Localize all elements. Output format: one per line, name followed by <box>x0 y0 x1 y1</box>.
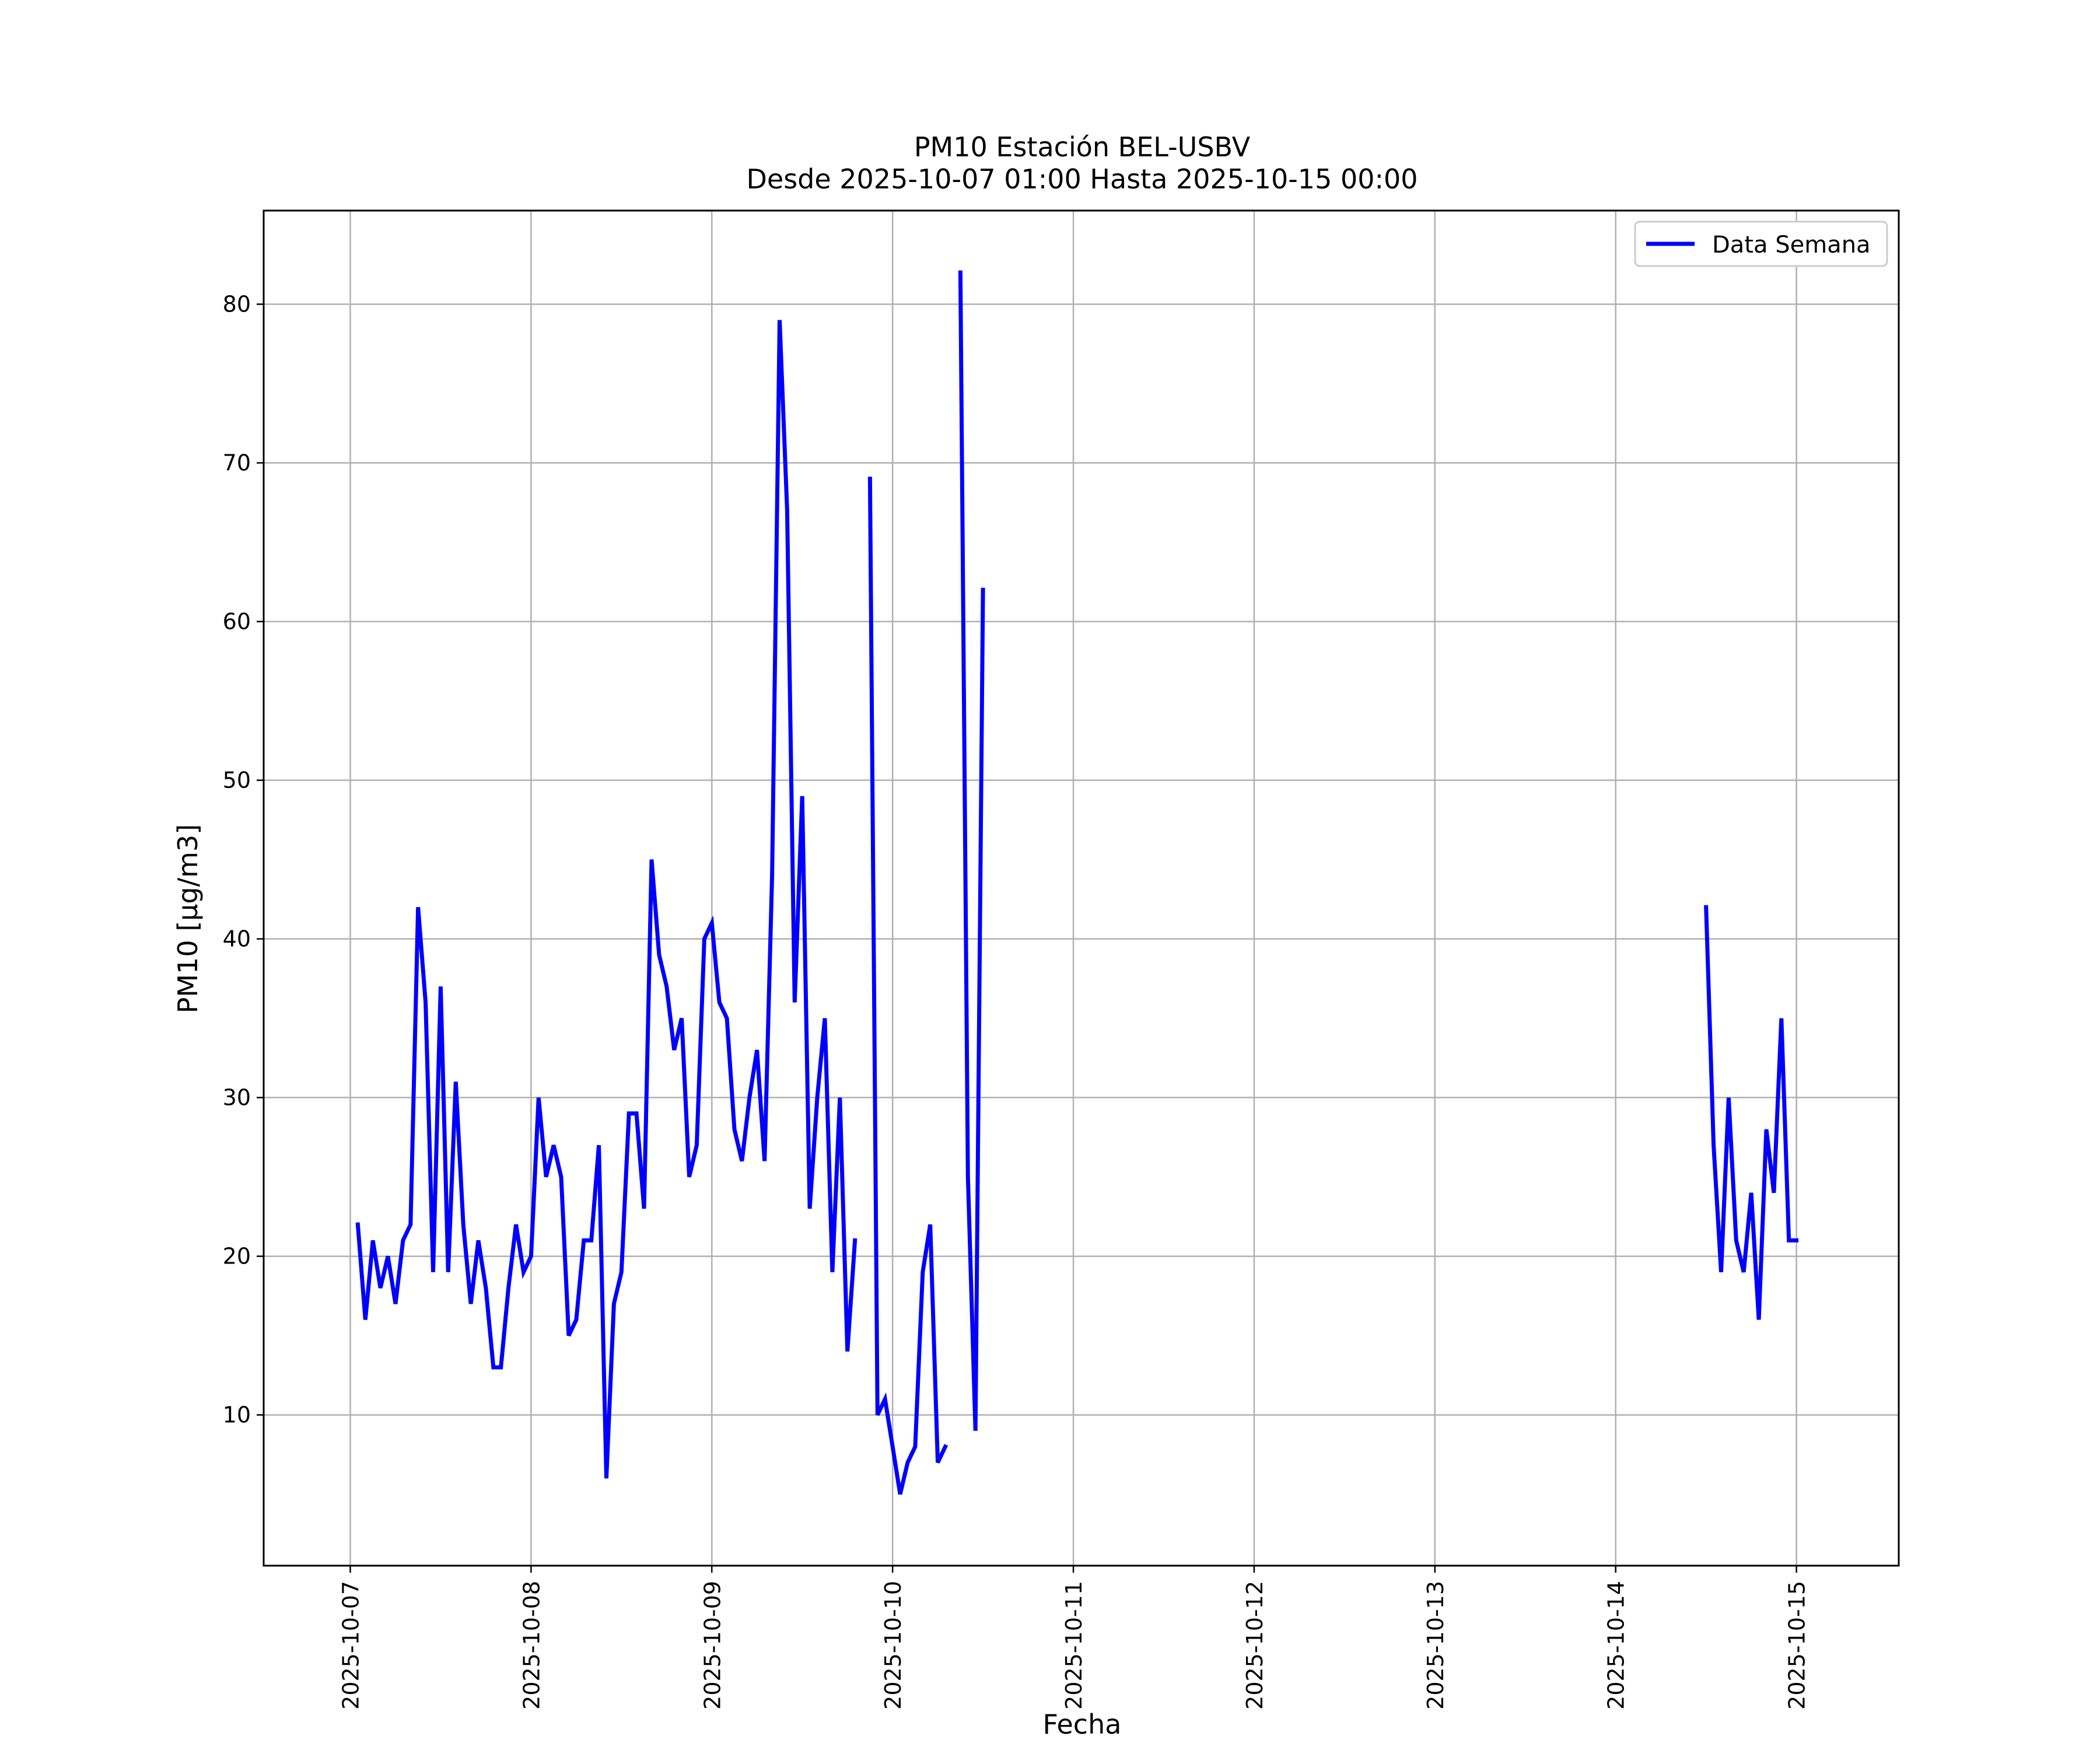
y-tick-label: 20 <box>223 1244 251 1269</box>
x-tick-label: 2025-10-12 <box>1242 1581 1268 1710</box>
x-tick-label: 2025-10-15 <box>1784 1581 1810 1710</box>
x-tick-label: 2025-10-07 <box>338 1581 363 1710</box>
y-tick-label: 30 <box>223 1085 251 1111</box>
series-line-segment <box>958 270 985 1431</box>
series-line-segment <box>355 320 858 1479</box>
axis-ticks: 2025-10-07 2025-10-08 2025-10-09 2025-10-10… <box>223 291 1810 1709</box>
y-tick-label: 40 <box>223 926 251 952</box>
chart-title: PM10 Estación BEL-USBV <box>914 131 1251 163</box>
legend-label: Data Semana <box>1712 232 1871 258</box>
y-axis-label: PM10 [μg/m3] <box>172 824 204 1014</box>
y-tick-label: 60 <box>223 609 251 635</box>
grid <box>264 211 1899 1566</box>
legend-box <box>1634 220 1888 267</box>
series-line-segment <box>867 477 949 1495</box>
plot-frame <box>262 209 1900 1567</box>
series-line-segment <box>1704 905 1799 1320</box>
y-tick-label: 10 <box>223 1402 251 1428</box>
y-tick-label: 50 <box>223 768 251 793</box>
legend: Data Semana <box>1634 220 1888 267</box>
chart-subtitle: Desde 2025-10-07 01:00 Hasta 2025-10-15 … <box>746 163 1418 195</box>
x-tick-label: 2025-10-13 <box>1423 1581 1448 1710</box>
x-tick-label: 2025-10-09 <box>699 1581 725 1710</box>
series-layer <box>355 270 1799 1495</box>
x-tick-label: 2025-10-11 <box>1061 1581 1087 1710</box>
y-tick-label: 80 <box>223 291 251 317</box>
y-tick-label: 70 <box>223 450 251 476</box>
x-axis-label: Fecha <box>1043 1709 1122 1740</box>
x-tick-label: 2025-10-08 <box>519 1581 544 1710</box>
x-tick-label: 2025-10-10 <box>880 1581 906 1710</box>
x-tick-label: 2025-10-14 <box>1604 1581 1629 1710</box>
